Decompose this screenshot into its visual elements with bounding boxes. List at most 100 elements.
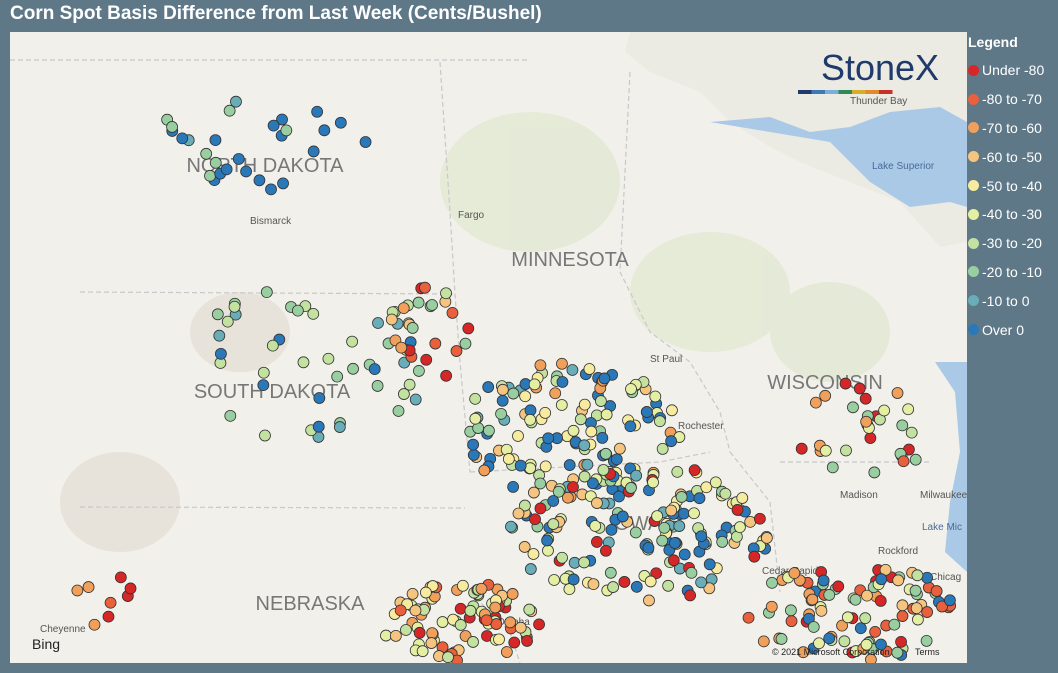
location-dot — [693, 492, 706, 505]
location-dot — [888, 618, 901, 631]
location-dot — [920, 634, 933, 647]
location-dot — [409, 393, 422, 406]
location-dot — [480, 614, 493, 627]
location-dot — [412, 296, 425, 309]
location-dot — [556, 357, 568, 370]
location-dot — [591, 536, 603, 548]
location-dot — [662, 579, 675, 592]
location-dot — [892, 574, 905, 587]
location-dot — [610, 453, 623, 466]
location-dot — [629, 526, 642, 539]
location-dot — [464, 604, 477, 617]
location-dot — [865, 653, 877, 663]
location-dot — [909, 584, 922, 597]
location-dot — [581, 458, 594, 471]
location-dot — [416, 645, 429, 658]
legend-swatch — [968, 180, 979, 192]
location-dot — [266, 339, 279, 352]
location-dot — [507, 481, 520, 493]
location-dot — [605, 523, 618, 536]
location-dot — [524, 563, 537, 575]
location-dot — [896, 610, 909, 622]
location-dot — [647, 476, 659, 489]
legend-item: -60 to -50 — [968, 142, 1044, 171]
location-dot — [512, 507, 525, 520]
location-dot — [891, 646, 904, 659]
location-dot — [493, 633, 505, 646]
location-dot — [578, 470, 591, 483]
location-dot — [253, 174, 266, 187]
location-dot — [240, 165, 252, 178]
legend-swatch — [968, 266, 979, 278]
legend-item: -20 to -10 — [968, 258, 1044, 287]
state-label: MINNESOTA — [511, 249, 629, 271]
location-dot — [436, 616, 449, 628]
legend-label: -70 to -60 — [982, 119, 1042, 136]
location-dot — [397, 302, 410, 315]
location-dot — [860, 415, 873, 428]
location-dot — [910, 602, 923, 615]
place-label: Bismarck — [250, 216, 292, 227]
place-label: Lake Superior — [872, 161, 935, 172]
location-dot — [895, 635, 907, 648]
location-dot — [788, 567, 801, 580]
location-dot — [765, 600, 778, 613]
location-dot — [819, 389, 832, 402]
location-dot — [467, 449, 480, 461]
location-dot — [896, 419, 909, 432]
location-dot — [521, 635, 533, 647]
location-dot — [519, 499, 531, 512]
location-dot — [853, 382, 866, 395]
location-dot — [736, 492, 749, 504]
location-dot — [760, 532, 773, 544]
location-dot — [936, 600, 948, 613]
location-dot — [807, 621, 820, 633]
location-dot — [475, 582, 488, 595]
location-dot — [618, 576, 631, 588]
location-dot — [874, 594, 887, 607]
location-dot — [578, 439, 591, 452]
location-dot — [469, 392, 482, 405]
legend-item: -40 to -30 — [968, 200, 1044, 229]
location-dot — [213, 329, 226, 342]
location-dot — [528, 378, 541, 391]
location-dot — [257, 379, 270, 392]
legend-label: -50 to -40 — [982, 177, 1042, 194]
location-dot — [534, 502, 547, 515]
location-dot — [666, 404, 678, 417]
logo-bar — [811, 90, 825, 94]
location-dot — [403, 378, 416, 391]
location-dot — [823, 632, 836, 645]
location-dot — [591, 497, 603, 509]
location-dot — [656, 443, 669, 455]
legend-item: -10 to 0 — [968, 286, 1044, 315]
logo-bar — [852, 90, 866, 94]
place-label: Madison — [840, 490, 878, 501]
location-dot — [864, 432, 877, 444]
location-dot — [307, 145, 320, 158]
location-dot — [413, 626, 426, 639]
location-dot — [563, 459, 576, 471]
location-dot — [625, 482, 637, 494]
location-dot — [533, 618, 545, 631]
location-dot — [259, 429, 271, 442]
legend-label: -30 to -20 — [982, 235, 1042, 252]
location-dot — [875, 638, 887, 651]
location-dot — [613, 490, 625, 503]
location-dot — [346, 335, 359, 348]
location-dot — [518, 541, 531, 553]
legend-label: -60 to -50 — [982, 148, 1042, 165]
location-dot — [785, 615, 798, 628]
location-dot — [267, 119, 280, 132]
location-dot — [552, 485, 565, 498]
location-dot — [347, 362, 359, 375]
location-dot — [482, 381, 495, 393]
legend-swatch — [968, 295, 979, 307]
legend-swatch — [968, 208, 979, 220]
location-dot — [334, 116, 347, 129]
location-dot — [440, 287, 452, 300]
location-dot — [318, 124, 331, 137]
location-dot — [409, 604, 422, 617]
legend-swatch — [968, 324, 979, 336]
location-dot — [297, 356, 310, 369]
